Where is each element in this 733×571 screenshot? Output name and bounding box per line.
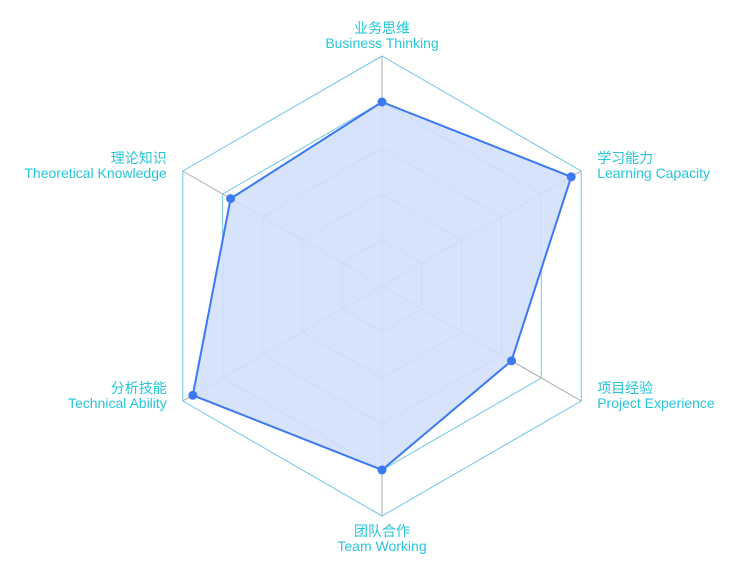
- axis-label-1: 业务思维 Business Thinking: [325, 20, 438, 51]
- radar-axis-labels: 业务思维 Business Thinking 学习能力 Learning Capaci…: [24, 20, 715, 554]
- radar-point-2[interactable]: [566, 172, 576, 182]
- radar-point-3[interactable]: [507, 356, 516, 366]
- radar-series-points: [188, 97, 576, 475]
- axis-label-2: 学习能力 Learning Capacity: [597, 150, 710, 181]
- radar-point-1[interactable]: [377, 97, 387, 107]
- radar-series-area: [191, 101, 573, 471]
- axis-label-4: 团队合作 Team Working: [337, 523, 426, 554]
- radar-point-5[interactable]: [188, 390, 198, 400]
- axis-label-3: 项目经验 Project Experience: [597, 380, 715, 411]
- radar-series-polygon: [191, 101, 573, 471]
- axis-label-6: 理论知识 Theoretical Knowledge: [24, 150, 167, 181]
- axis-label-5: 分析技能 Technical Ability: [68, 380, 167, 411]
- radar-point-4[interactable]: [377, 465, 387, 475]
- radar-point-6[interactable]: [226, 194, 236, 204]
